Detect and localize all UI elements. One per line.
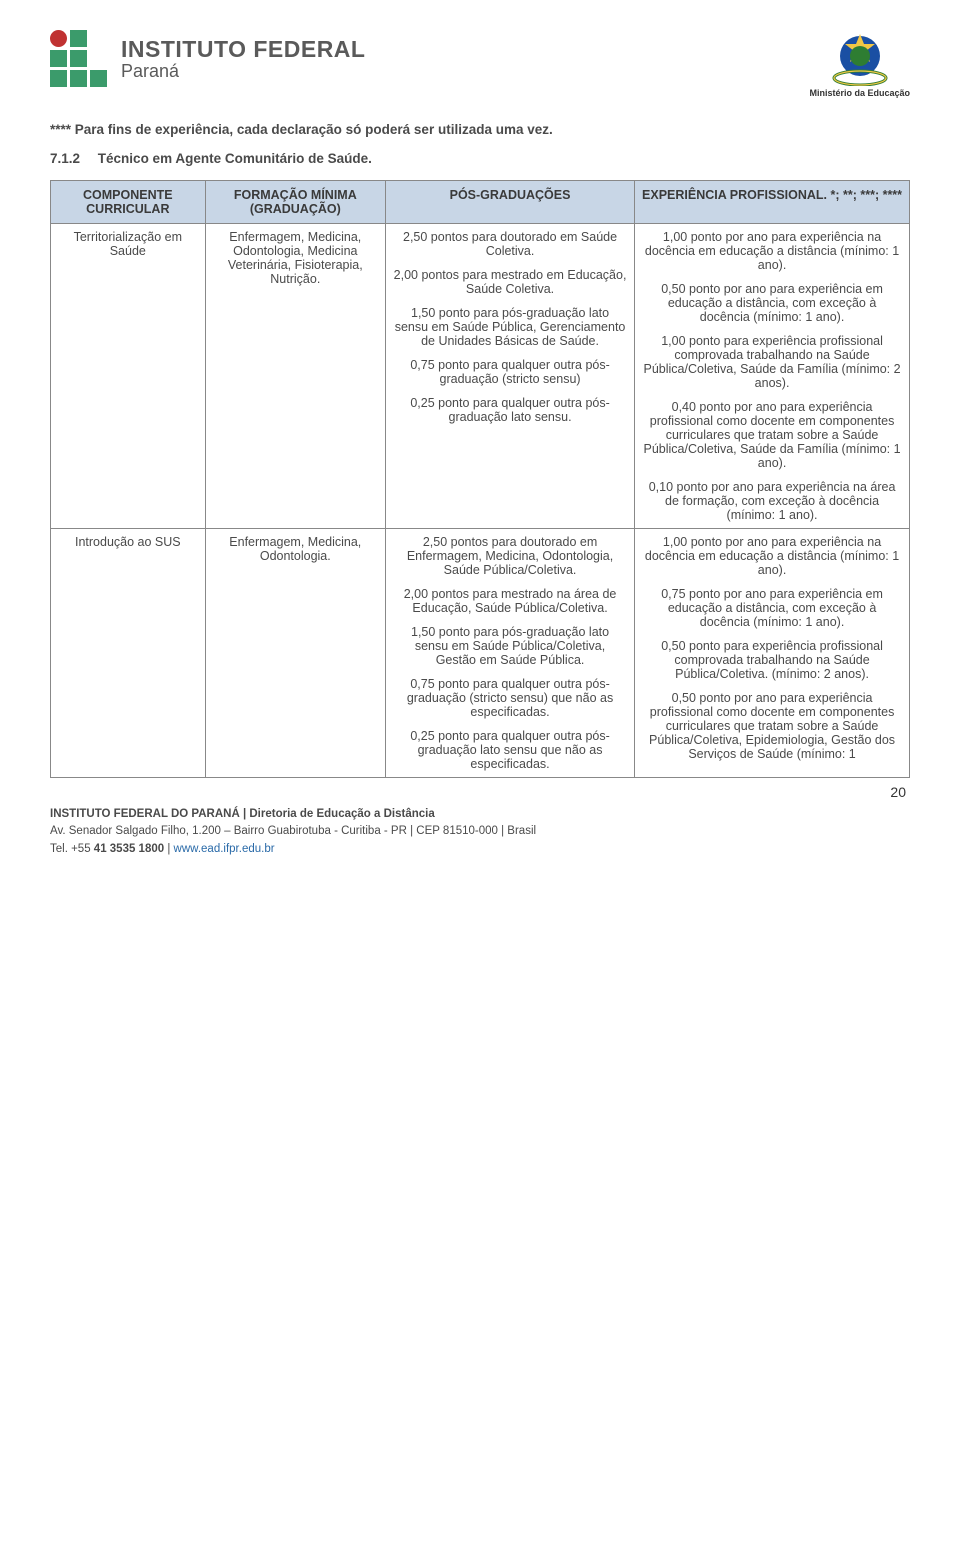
ministry-label: Ministério da Educação	[809, 88, 910, 98]
footer-dept: Diretoria de Educação a Distância	[249, 808, 434, 820]
institute-logo: INSTITUTO FEDERAL Paraná	[50, 30, 365, 87]
th-formacao: FORMAÇÃO MÍNIMA (GRADUAÇÃO)	[205, 181, 385, 224]
exp-item: 0,50 ponto por ano para experiência prof…	[642, 691, 902, 761]
exp-item: 1,00 ponto por ano para experiência na d…	[642, 230, 902, 272]
cell-pos: 2,50 pontos para doutorado em Enfermagem…	[385, 529, 634, 778]
pos-item: 0,75 ponto para qualquer outra pós-gradu…	[393, 677, 627, 719]
cell-formacao: Enfermagem, Medicina, Odontologia, Medic…	[205, 224, 385, 529]
pos-item: 0,75 ponto para qualquer outra pós-gradu…	[393, 358, 627, 386]
pos-item: 0,25 ponto para qualquer outra pós-gradu…	[393, 396, 627, 424]
brasao-icon	[828, 30, 892, 86]
cell-componente: Territorialização em Saúde	[51, 224, 206, 529]
exp-item: 0,40 ponto por ano para experiência prof…	[642, 400, 902, 470]
institute-title: INSTITUTO FEDERAL	[121, 36, 365, 63]
exp-item: 0,50 ponto para experiência profissional…	[642, 639, 902, 681]
pos-item: 1,50 ponto para pós-graduação lato sensu…	[393, 306, 627, 348]
footer-address: Av. Senador Salgado Filho, 1.200 – Bairr…	[50, 823, 910, 840]
footer-sep: |	[164, 843, 173, 855]
cell-pos: 2,50 pontos para doutorado em Saúde Cole…	[385, 224, 634, 529]
footer-tel: 41 3535 1800	[94, 843, 164, 855]
institute-subtitle: Paraná	[121, 61, 365, 82]
cell-exp: 1,00 ponto por ano para experiência na d…	[635, 529, 910, 778]
pos-item: 2,50 pontos para doutorado em Saúde Cole…	[393, 230, 627, 258]
cell-exp: 1,00 ponto por ano para experiência na d…	[635, 224, 910, 529]
pos-item: 1,50 ponto para pós-graduação lato sensu…	[393, 625, 627, 667]
exp-item: 0,75 ponto por ano para experiência em e…	[642, 587, 902, 629]
section-title: Técnico em Agente Comunitário de Saúde.	[98, 151, 372, 166]
logo-squares-icon	[50, 30, 107, 87]
experience-notice: **** Para fins de experiência, cada decl…	[50, 122, 910, 137]
pos-item: 0,25 ponto para qualquer outra pós-gradu…	[393, 729, 627, 771]
section-heading: 7.1.2 Técnico em Agente Comunitário de S…	[50, 151, 910, 166]
th-experiencia: EXPERIÊNCIA PROFISSIONAL. *; **; ***; **…	[635, 181, 910, 224]
exp-item: 1,00 ponto por ano para experiência na d…	[642, 535, 902, 577]
th-pos: PÓS-GRADUAÇÕES	[385, 181, 634, 224]
section-number: 7.1.2	[50, 151, 80, 166]
th-componente: COMPONENTE CURRICULAR	[51, 181, 206, 224]
exp-item: 0,50 ponto por ano para experiência em e…	[642, 282, 902, 324]
cell-formacao: Enfermagem, Medicina, Odontologia.	[205, 529, 385, 778]
ministry-logo: Ministério da Educação	[809, 30, 910, 98]
table-row: Introdução ao SUS Enfermagem, Medicina, …	[51, 529, 910, 778]
page-footer: INSTITUTO FEDERAL DO PARANÁ | Diretoria …	[50, 806, 910, 858]
exp-item: 1,00 ponto para experiência profissional…	[642, 334, 902, 390]
footer-institute: INSTITUTO FEDERAL DO PARANÁ |	[50, 808, 249, 820]
page-header: INSTITUTO FEDERAL Paraná Ministério da E…	[50, 30, 910, 98]
pos-item: 2,00 pontos para mestrado na área de Edu…	[393, 587, 627, 615]
footer-url: www.ead.ifpr.edu.br	[174, 843, 275, 855]
exp-item: 0,10 ponto por ano para experiência na á…	[642, 480, 902, 522]
points-table: COMPONENTE CURRICULAR FORMAÇÃO MÍNIMA (G…	[50, 180, 910, 778]
pos-item: 2,00 pontos para mestrado em Educação, S…	[393, 268, 627, 296]
pos-item: 2,50 pontos para doutorado em Enfermagem…	[393, 535, 627, 577]
table-row: Territorialização em Saúde Enfermagem, M…	[51, 224, 910, 529]
page-number: 20	[50, 784, 910, 800]
footer-tel-label: Tel. +55	[50, 843, 94, 855]
cell-componente: Introdução ao SUS	[51, 529, 206, 778]
